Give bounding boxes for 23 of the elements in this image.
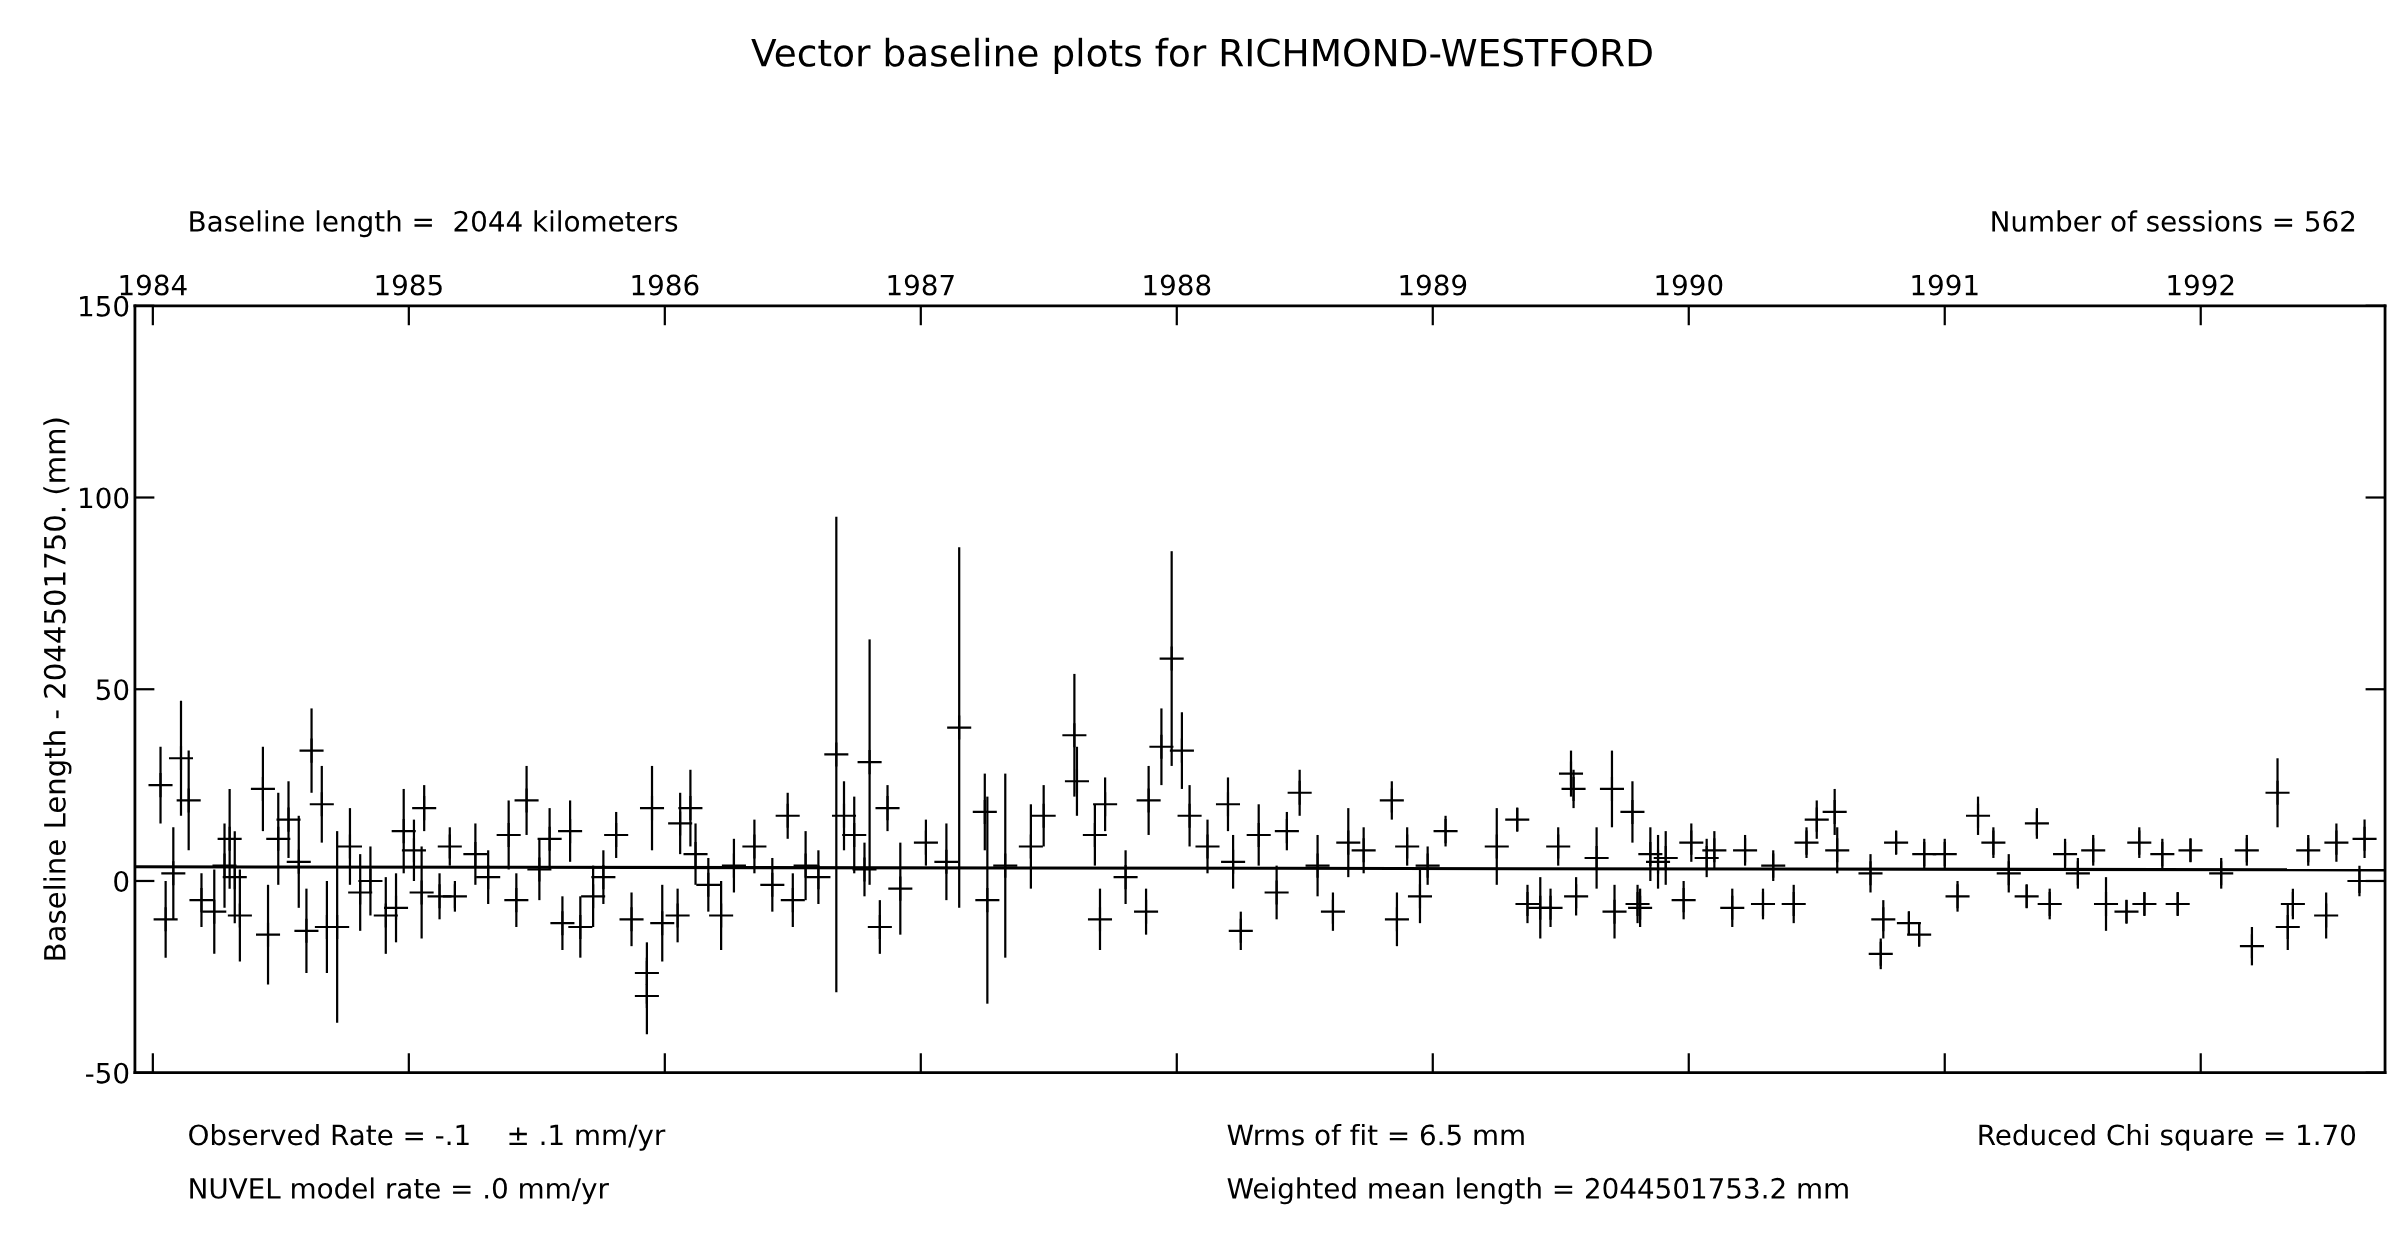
chart-title: Vector baseline plots for RICHMOND-WESTFORD [751,37,1652,75]
text: Baseline length = 2044 kilometers [190,210,678,238]
x-tick-label: 1990 [1656,274,1723,296]
text: NUVEL model rate = .0 mm/yr [190,1177,609,1205]
x-tick-label: 1991 [1912,274,1978,296]
x-tick-label: 1988 [1144,274,1211,296]
y-tick-label: 150 [80,295,129,317]
y-axis-title: Baseline Length - 2044501750. (mm) [43,418,72,960]
x-tick-label: 1987 [888,274,954,296]
x-tick-label: 1989 [1400,274,1467,296]
x-tick-label: 1986 [632,274,699,296]
y-tick-label: 50 [96,679,129,701]
x-tick-label: 1985 [376,274,442,296]
text: Reduced Chi square = 1.70 [1979,1123,2356,1151]
x-tick-label: 1984 [120,274,187,296]
y-tick-label: 0 [114,870,129,892]
text: Wrms of fit = 6.5 mm [1227,1123,1524,1146]
text: Number of sessions = 562 [1992,210,2355,232]
y-tick-label: 100 [80,487,129,509]
text: Observed Rate = -.1 ± .1 mm/yr [189,1123,666,1151]
text: Weighted mean length = 2044501753.2 mm [1227,1177,1848,1205]
y-tick-label: -50 [86,1062,129,1084]
x-tick-label: 1992 [2168,274,2234,296]
